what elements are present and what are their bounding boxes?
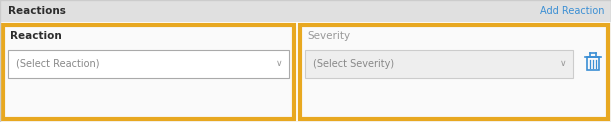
Text: ∨: ∨ bbox=[560, 60, 566, 68]
Text: (Select Severity): (Select Severity) bbox=[313, 59, 394, 69]
Text: (Select Reaction): (Select Reaction) bbox=[16, 59, 100, 69]
Text: Severity: Severity bbox=[307, 31, 350, 41]
Bar bbox=[305, 50, 573, 78]
Text: Reaction: Reaction bbox=[10, 31, 62, 41]
Bar bbox=[0, 0, 611, 22]
Bar bbox=[587, 57, 599, 70]
FancyBboxPatch shape bbox=[3, 25, 294, 119]
Bar bbox=[8, 50, 289, 78]
Text: ∨: ∨ bbox=[276, 60, 282, 68]
Text: Reactions: Reactions bbox=[8, 6, 66, 16]
FancyBboxPatch shape bbox=[300, 25, 608, 119]
Text: Add Reaction: Add Reaction bbox=[541, 6, 605, 16]
